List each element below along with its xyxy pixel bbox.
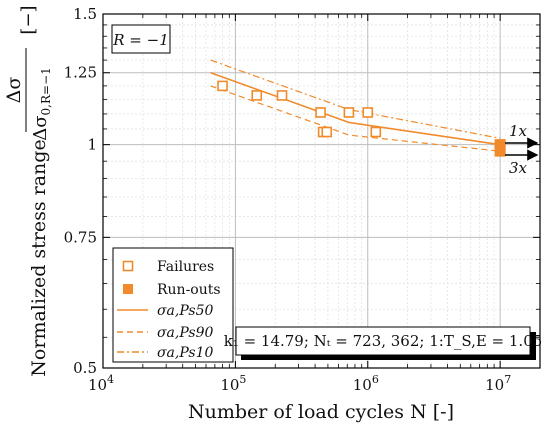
y-axis-label: Normalized stress range <box>28 139 50 376</box>
x-axis-label: Number of load cycles N [-] <box>188 401 454 423</box>
legend-entry: Run-outs <box>123 282 221 298</box>
y-tick-label: 1.25 <box>64 64 97 82</box>
legend-label: Failures <box>157 259 214 275</box>
legend-label: σa,Ps90 <box>157 325 213 341</box>
tick-marks <box>102 13 541 369</box>
legend-entry: Failures <box>122 259 214 275</box>
legend-entry: σa,Ps50 <box>117 303 213 319</box>
failure-point <box>217 80 228 92</box>
x-tick-labels: 104 105 106 107 <box>88 373 511 394</box>
legend-label: Run-outs <box>157 282 221 298</box>
y-tick-label: 1 <box>87 136 97 154</box>
x-tick-label: 104 <box>88 373 114 394</box>
legend-label: σa,Ps50 <box>157 303 213 319</box>
failure-point <box>315 107 326 118</box>
y-tick-label: 0.75 <box>64 228 97 246</box>
failure-point <box>251 90 263 101</box>
series-line-solid <box>210 71 501 146</box>
r-ratio-label: R = −1 <box>112 31 169 49</box>
legend-label: σa,Ps10 <box>157 345 213 361</box>
legend-entry: σa,Ps10 <box>117 345 213 361</box>
legend-marker-runouts <box>123 284 133 294</box>
arrow-upper-label: 1x <box>509 122 528 140</box>
series-layer <box>210 59 506 157</box>
failure-point <box>276 90 288 101</box>
failure-point <box>370 126 382 138</box>
params-box: k₁ = 14.79; Nₜ = 723, 362; 1:T_S,E = 1.0… <box>224 326 543 360</box>
y-tick-label: 1.5 <box>73 5 97 23</box>
x-tick-label: 107 <box>485 373 511 394</box>
y-axis-fraction: Δσ Δσ0,R=−1 [−] <box>3 5 53 140</box>
r-ratio-box: R = −1 <box>111 24 171 54</box>
failure-point <box>362 107 374 118</box>
y-axis-fraction-denominator: Δσ0,R=−1 <box>30 67 53 141</box>
params-label: k₁ = 14.79; Nₜ = 723, 362; 1:T_S,E = 1.0… <box>224 332 543 350</box>
legend-marker-failures <box>122 260 134 272</box>
runout-arrows: 1x 3x <box>505 122 539 177</box>
y-tick-label: 0.5 <box>73 359 97 377</box>
legend-entry: σa,Ps90 <box>117 325 213 341</box>
plot-frame <box>102 13 541 369</box>
y-axis-unit: [−] <box>18 5 39 34</box>
grid-minor <box>103 14 541 368</box>
y-axis-fraction-numerator: Δσ <box>3 77 25 104</box>
y-tick-labels: 0.5 0.75 1 1.25 1.5 <box>64 5 97 377</box>
runout-point <box>494 145 506 157</box>
failure-point <box>321 126 333 138</box>
x-tick-label: 106 <box>353 373 379 394</box>
x-tick-label: 105 <box>220 373 246 394</box>
series-line-dashdot <box>210 59 501 139</box>
failure-point <box>343 107 355 118</box>
legend: Failures Run-outs σa,Ps50 σa,Ps90 σa,Ps10 <box>112 247 234 363</box>
arrow-lower-label: 3x <box>509 159 528 177</box>
